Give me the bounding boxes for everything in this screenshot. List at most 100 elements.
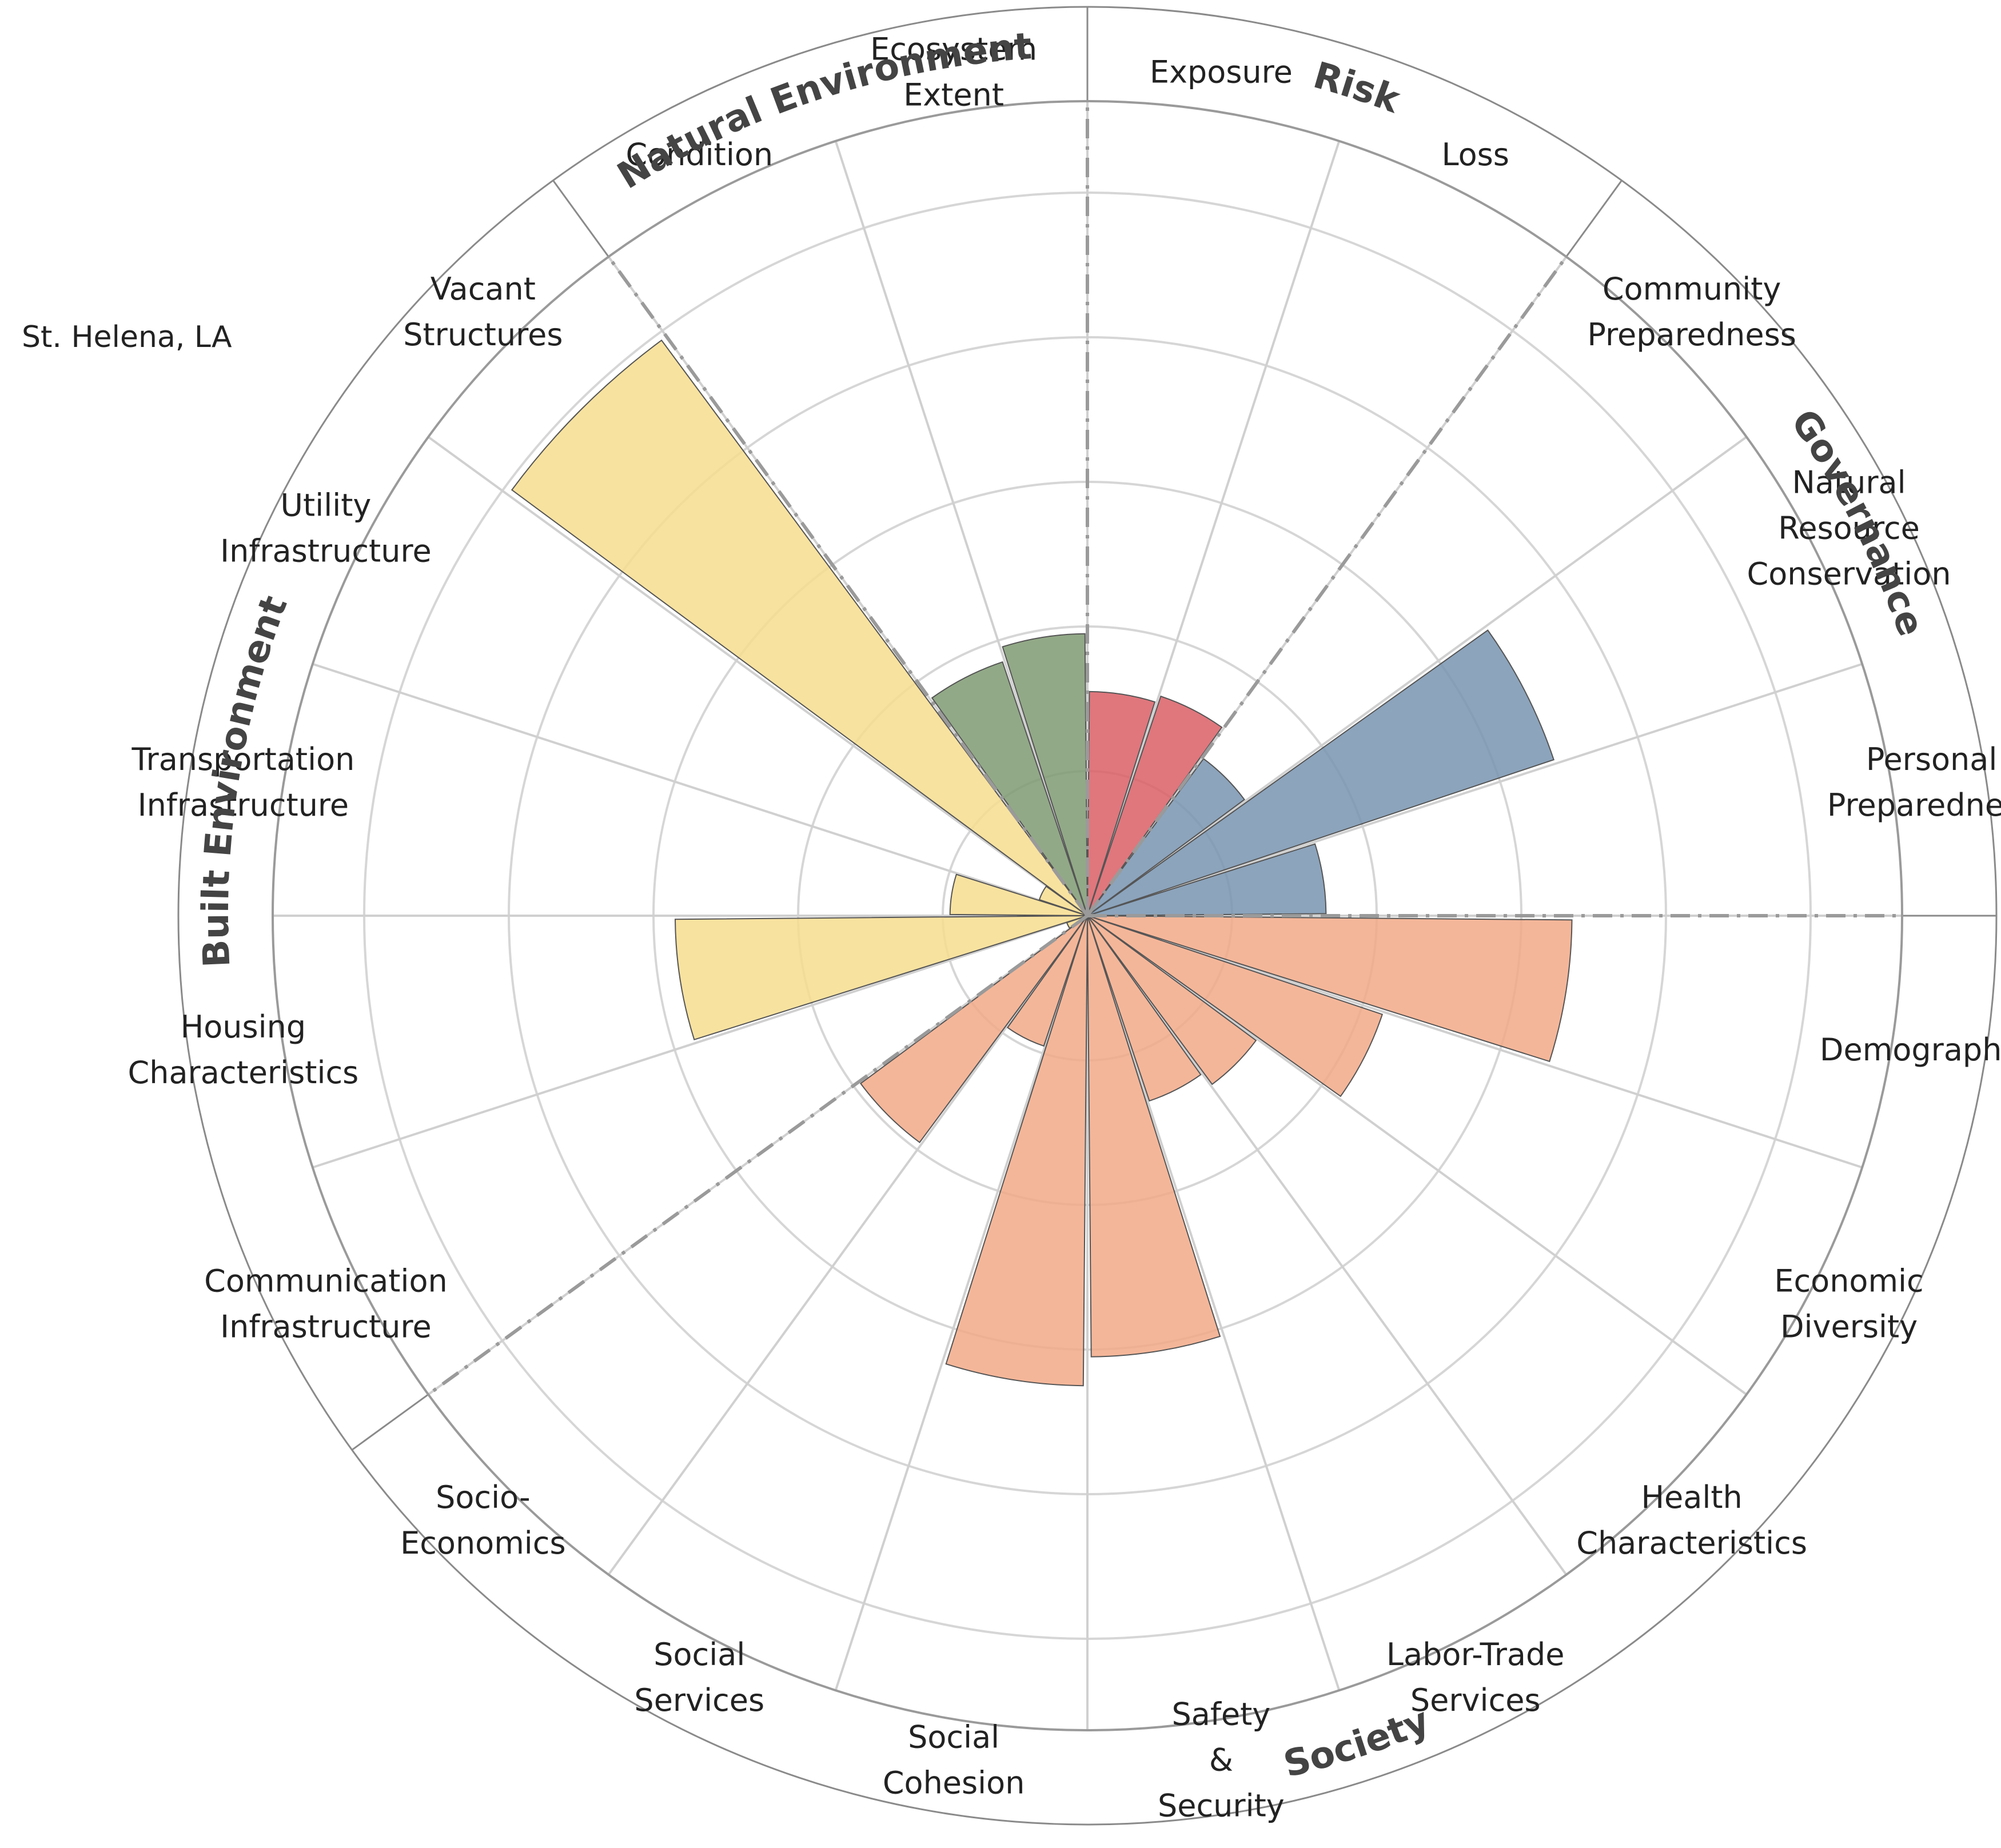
category-label: Housing Characteristics [128, 1009, 359, 1091]
category-label-line: & [1209, 1742, 1233, 1778]
category-label-line: Resource [1778, 510, 1920, 546]
grid-spoke [834, 915, 1089, 1691]
grid-spoke [607, 915, 1089, 1576]
bar-housing-characteristics [674, 915, 1088, 1041]
outer-frame [177, 6, 1998, 1826]
category-label: Demographics [1820, 1032, 2001, 1068]
category-label-line: Services [1410, 1682, 1541, 1718]
category-label-line: Infrastructure [220, 533, 432, 569]
category-label-line: Infrastructure [220, 1309, 432, 1345]
category-label-line: Characteristics [1576, 1525, 1807, 1561]
bars [511, 339, 1573, 1387]
category-label: Social Services [634, 1637, 764, 1718]
category-label-line: Community [1603, 271, 1781, 307]
grid-spoke [1086, 915, 1568, 1576]
category-labels: Exposure Loss Community Preparedness Natural… [128, 31, 2001, 1823]
category-label-line: Safety [1172, 1697, 1271, 1733]
category-label-line: Extent [903, 77, 1004, 113]
group-label: Risk [1309, 54, 1406, 122]
grid-spoke [1086, 141, 1341, 916]
category-label: Labor-Trade Services [1386, 1637, 1565, 1718]
inner-frame [272, 100, 1903, 1731]
category-label-line: Vacant [431, 271, 536, 307]
bar-loss [1087, 695, 1223, 916]
category-label-line: Health [1641, 1479, 1742, 1515]
bar-safety-security [1087, 915, 1221, 1358]
category-label-line: Social [653, 1637, 745, 1673]
group-label-text: Built Environment [195, 590, 296, 968]
bar-health-characteristics [1087, 915, 1257, 1085]
category-label: Community Preparedness [1587, 271, 1796, 353]
bar-social-services [1007, 915, 1088, 1047]
grid-spoke [1086, 915, 1341, 1691]
category-label-line: Economics [400, 1525, 566, 1561]
grid-spoke [427, 436, 1089, 917]
category-label-line: Demographics [1820, 1032, 2001, 1068]
group-divider [427, 914, 1089, 1396]
category-label-line: Natural [1792, 464, 1906, 500]
category-label-line: Transportation [131, 741, 354, 777]
bar-personal-preparedness [1087, 843, 1327, 916]
category-label: Transportation Infrastructure [131, 741, 354, 823]
group-label-text: Risk [1309, 54, 1406, 122]
category-label-line: Preparedness [1827, 787, 2001, 823]
category-label-line: Diversity [1780, 1309, 1918, 1345]
grid-spoke [312, 662, 1088, 917]
category-label-line: Socio- [436, 1479, 531, 1515]
category-label-line: Utility [281, 487, 372, 523]
category-label: Natural Resource Conservation [1747, 464, 1951, 592]
category-label-line: Security [1158, 1788, 1285, 1824]
category-label-line: Labor-Trade [1386, 1637, 1565, 1673]
category-label: Loss [1441, 137, 1509, 173]
frame-divider [552, 179, 609, 258]
bar-socio-economics [860, 915, 1088, 1143]
grid-spoke [312, 915, 1088, 1169]
category-label-line: Services [634, 1682, 764, 1718]
category-label: Economic Diversity [1774, 1263, 1923, 1345]
group-label: Built Environment [195, 590, 296, 968]
frame-divider [1565, 179, 1623, 258]
category-label-line: Ecosystem [870, 31, 1037, 67]
category-label: Personal Preparedness [1827, 741, 2001, 823]
bar-exposure [1087, 690, 1156, 916]
bar-utility-infrastructure [1038, 885, 1088, 916]
bar-demographics [1087, 915, 1573, 1063]
frame-divider [351, 1394, 429, 1451]
category-label-line: Conservation [1747, 556, 1951, 592]
category-label: Safety & Security [1158, 1697, 1285, 1824]
category-label-line: Economic [1774, 1263, 1923, 1299]
category-label-line: Housing [181, 1009, 306, 1045]
bar-community-preparedness [1087, 758, 1245, 916]
grid-spoke [1086, 436, 1748, 917]
bar-ecosystem-extent [1002, 633, 1088, 916]
category-label-line: Infrastructure [138, 787, 349, 823]
category-label: Utility Infrastructure [220, 487, 432, 569]
group-dividers [427, 101, 1902, 1396]
category-label-line: Characteristics [128, 1055, 359, 1091]
bar-social-cohesion [945, 915, 1088, 1387]
group-label: Society [1279, 1699, 1435, 1786]
category-label: Social Cohesion [883, 1719, 1025, 1801]
category-label-line: Condition [625, 137, 773, 173]
bar-transportation-infrastructure [949, 873, 1088, 916]
category-label: Vacant Structures [403, 271, 563, 353]
category-label: Ecosystem Extent [870, 31, 1037, 113]
category-label-line: Exposure [1150, 54, 1293, 90]
bar-labor-trade-services [1087, 915, 1202, 1102]
category-label: Exposure [1150, 54, 1293, 90]
bar-natural-resource-conservation [1087, 629, 1554, 916]
category-label-line: Preparedness [1587, 317, 1796, 353]
group-divider [607, 256, 1089, 917]
grid-spoke [1087, 915, 1863, 1169]
category-label-line: Cohesion [883, 1765, 1025, 1801]
bar-vacant-structures [511, 339, 1088, 916]
category-label-line: Social [908, 1719, 999, 1755]
category-label: Health Characteristics [1576, 1479, 1807, 1561]
group-divider [1086, 256, 1568, 917]
group-label-text: Society [1279, 1699, 1435, 1786]
grid-spoke [834, 141, 1089, 916]
category-label-line: Personal [1866, 741, 1998, 777]
bar-economic-diversity [1087, 915, 1384, 1097]
grid-spoke [1086, 915, 1748, 1396]
